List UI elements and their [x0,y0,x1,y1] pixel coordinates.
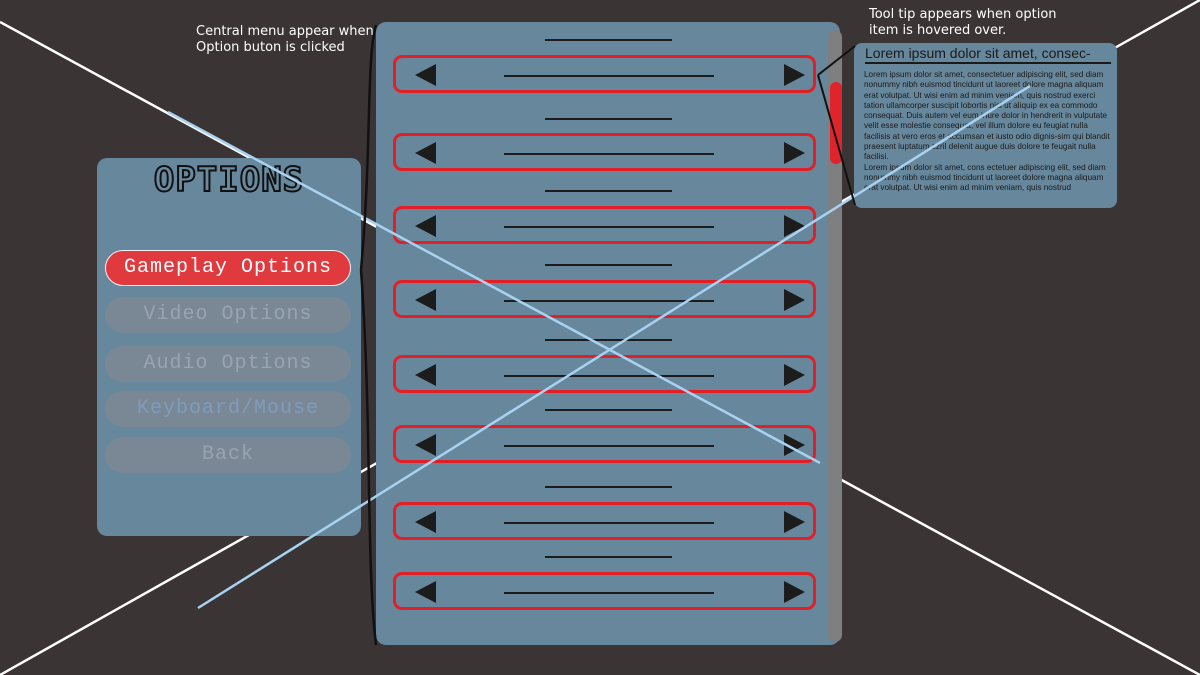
triangle-right-icon[interactable] [784,142,805,164]
triangle-left-icon[interactable] [415,581,436,603]
option-row[interactable] [393,55,816,93]
option-value-placeholder [504,522,714,524]
option-value-placeholder [504,300,714,302]
option-row[interactable] [393,280,816,318]
keyboard-mouse-button[interactable]: Keyboard/Mouse [105,391,351,427]
row-title-placeholder [545,264,672,266]
video-options-button[interactable]: Video Options [105,297,351,333]
option-row[interactable] [393,425,816,463]
central-menu [376,22,840,645]
tooltip-annotation: Tool tip appears when option item is hov… [869,7,1057,38]
row-title-placeholder [545,190,672,192]
triangle-left-icon[interactable] [415,364,436,386]
back-button[interactable]: Back [105,437,351,473]
option-row[interactable] [393,206,816,244]
option-value-placeholder [504,153,714,155]
tooltip-connector [817,45,856,76]
triangle-left-icon[interactable] [415,511,436,533]
tooltip-connector [817,74,856,206]
row-title-placeholder [545,339,672,341]
row-title-placeholder [545,556,672,558]
tooltip-body: Lorem ipsum dolor sit amet, consectetuer… [864,70,1114,194]
options-panel: OPTIONS Gameplay Options Video Options A… [97,158,361,536]
crossing-line-light [167,110,821,465]
tooltip: Lorem ipsum dolor sit amet, consec- Lore… [854,43,1117,208]
triangle-left-icon[interactable] [415,289,436,311]
tooltip-title: Lorem ipsum dolor sit amet, consec- [865,45,1111,64]
central-menu-scrollbar[interactable] [828,30,842,642]
gameplay-options-button[interactable]: Gameplay Options [105,250,351,286]
option-row[interactable] [393,502,816,540]
row-title-placeholder [545,118,672,120]
triangle-right-icon[interactable] [784,289,805,311]
option-row[interactable] [393,572,816,610]
central-menu-connector [359,24,378,271]
triangle-right-icon[interactable] [784,434,805,456]
central-menu-annotation: Central menu appear when Option buton is… [196,24,374,55]
row-title-placeholder [545,486,672,488]
option-value-placeholder [504,375,714,377]
option-value-placeholder [504,75,714,77]
triangle-left-icon[interactable] [415,64,436,86]
triangle-right-icon[interactable] [784,511,805,533]
row-title-placeholder [545,409,672,411]
triangle-right-icon[interactable] [784,581,805,603]
options-title: OPTIONS [153,159,305,201]
triangle-left-icon[interactable] [415,142,436,164]
triangle-right-icon[interactable] [784,364,805,386]
option-row[interactable] [393,133,816,171]
row-title-placeholder [545,39,672,41]
tooltip-paragraph: Lorem ipsum dolor sit amet, consectetuer… [864,70,1110,162]
option-value-placeholder [504,226,714,228]
central-menu-connector [359,269,378,646]
audio-options-button[interactable]: Audio Options [105,346,351,382]
crossing-line-light [197,84,1031,610]
option-value-placeholder [504,445,714,447]
triangle-left-icon[interactable] [415,215,436,237]
scrollbar-thumb[interactable] [830,82,842,164]
tooltip-paragraph: Lorem ipsum dolor sit amet, cons ectetue… [864,162,1106,193]
triangle-right-icon[interactable] [784,64,805,86]
option-row[interactable] [393,355,816,393]
option-value-placeholder [504,592,714,594]
triangle-left-icon[interactable] [415,434,436,456]
